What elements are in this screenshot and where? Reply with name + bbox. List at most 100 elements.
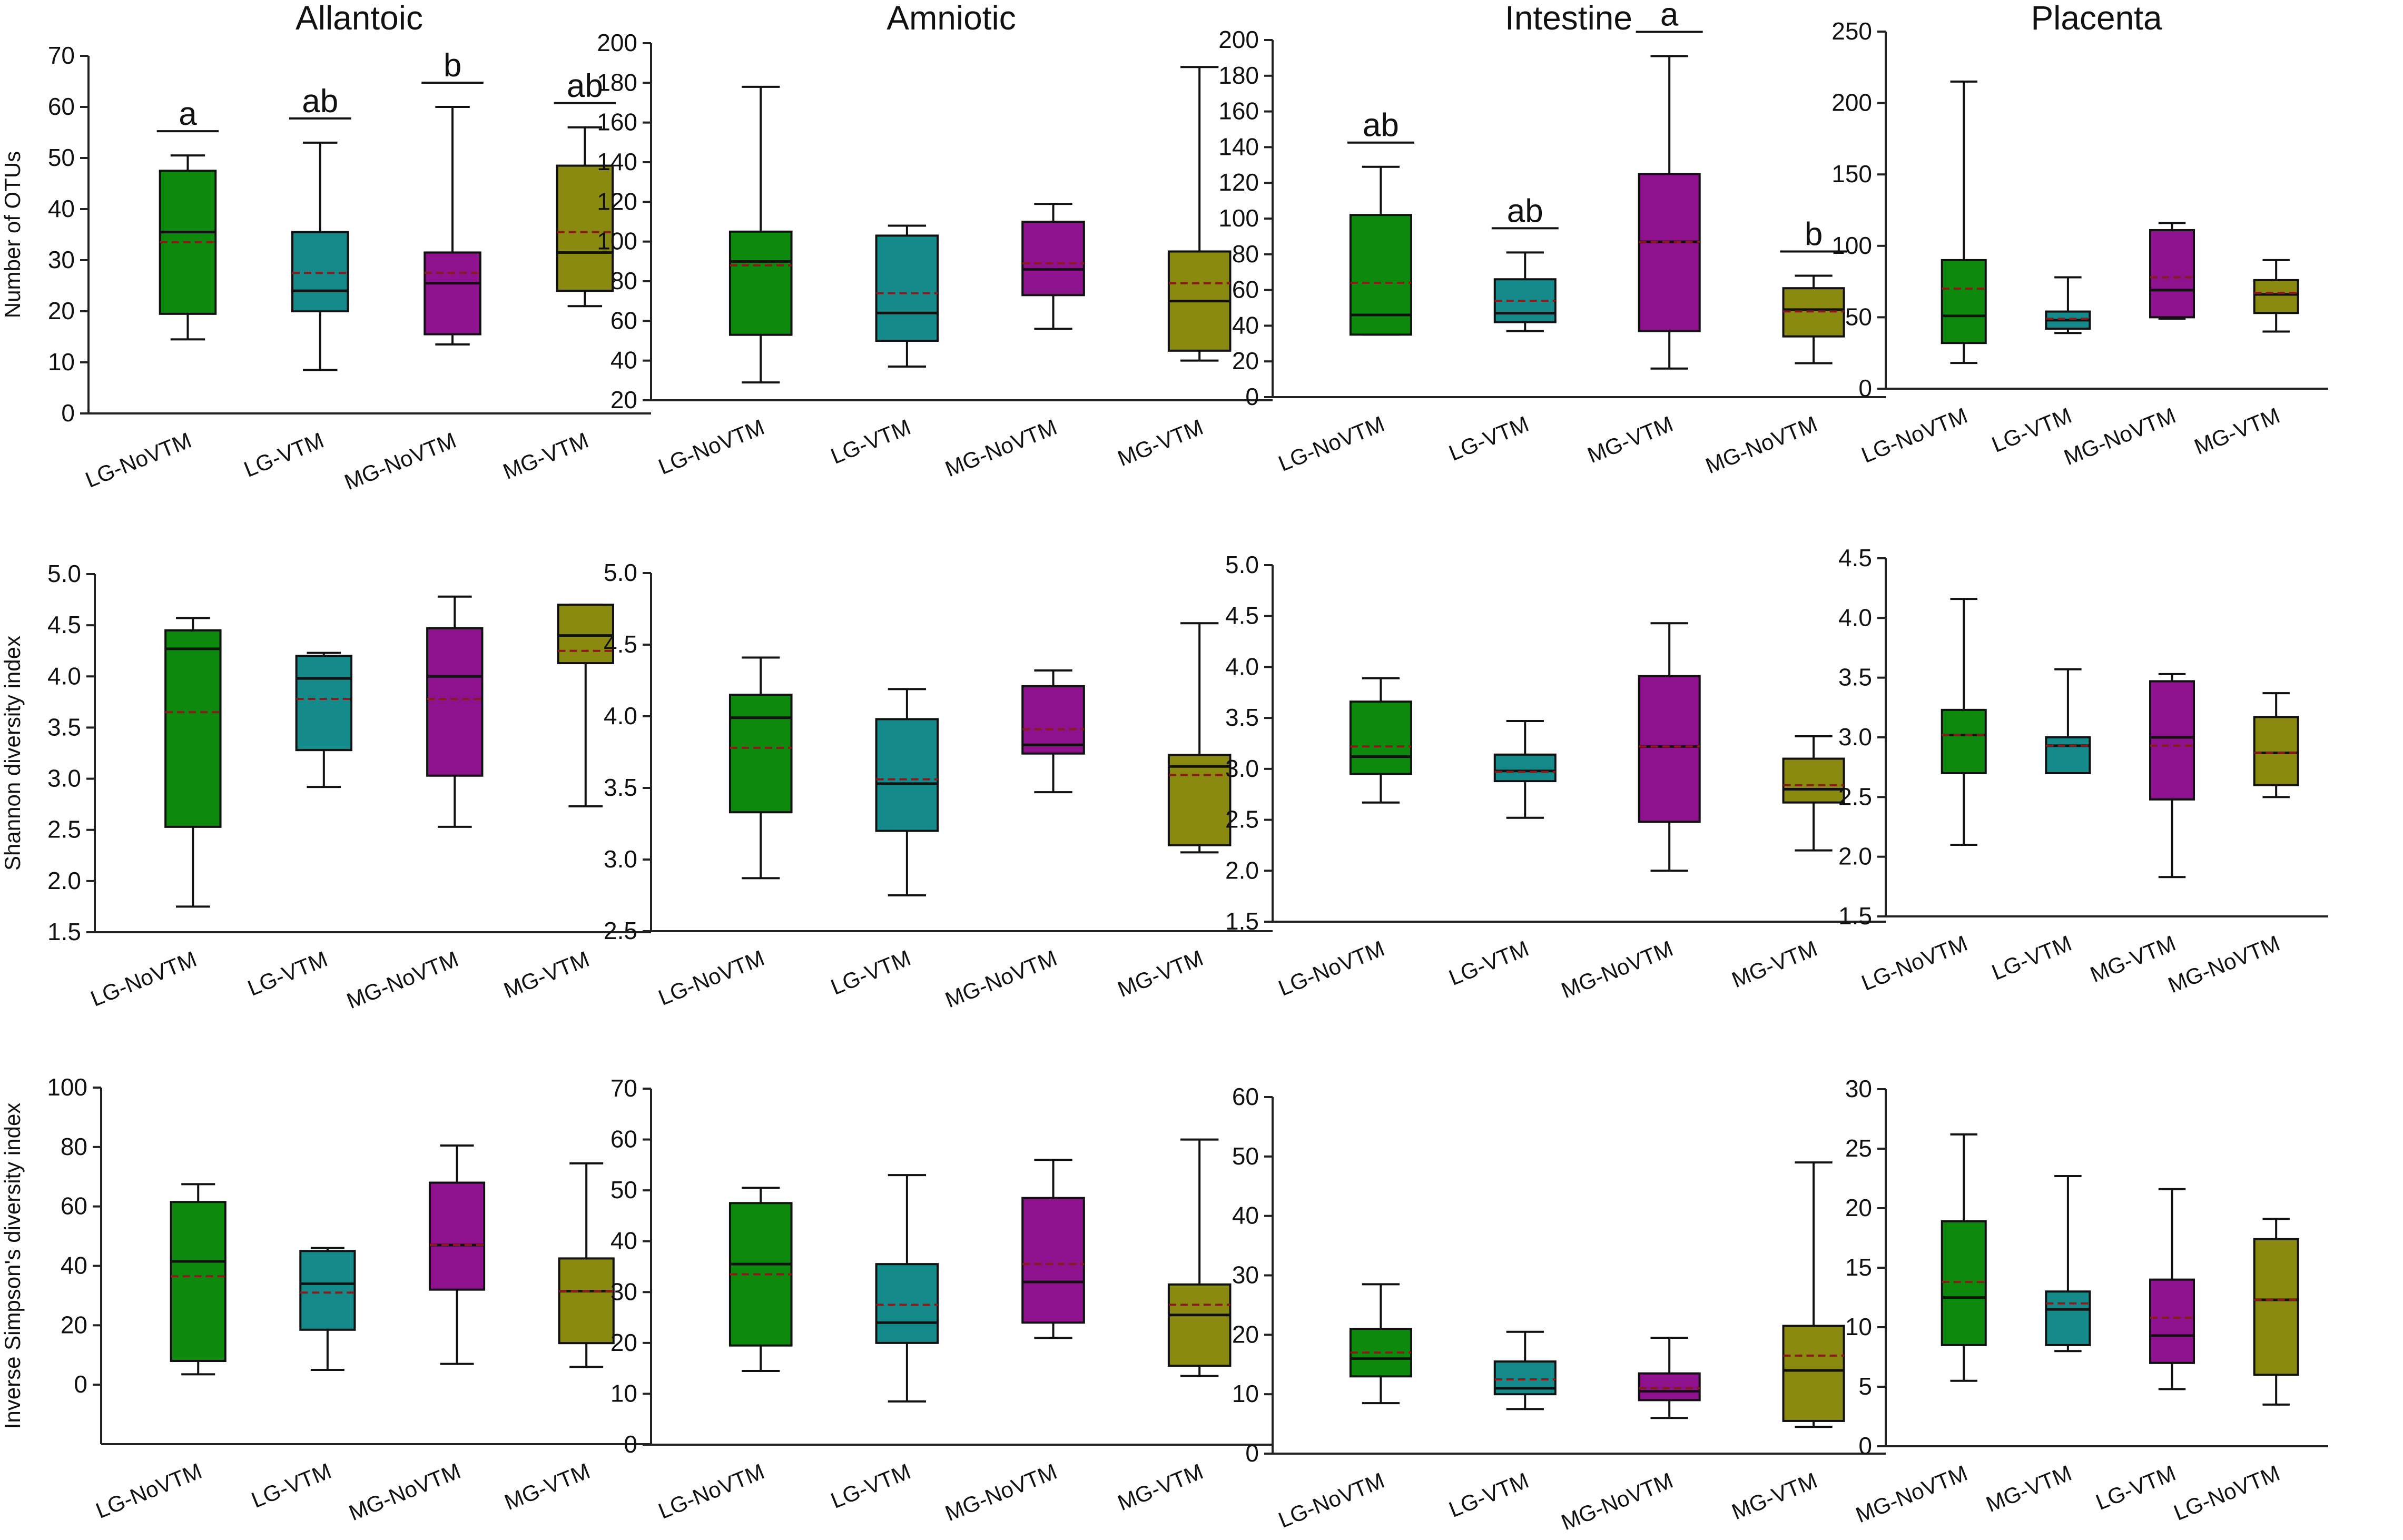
iqr-box — [2149, 229, 2195, 319]
y-tick-label: 20 — [1845, 1194, 1872, 1221]
y-tick-label: 120 — [597, 187, 637, 215]
box-3 — [557, 604, 614, 808]
iqr-box — [1349, 700, 1412, 775]
y-tick-label: 0 — [1858, 374, 1872, 402]
significance-letter: a — [1660, 0, 1679, 33]
box-3 — [1782, 1161, 1845, 1428]
panel-shannon-amniotic: 2.5 3.0 3.5 4.0 4.5 5.0 LG-NoVTM LG-VTM MG-NoVTM… — [604, 559, 1273, 1012]
x-category-label: MG-VTM — [499, 428, 592, 484]
x-category-label: LG-NoVTM — [1275, 936, 1388, 1001]
box-1 — [295, 651, 353, 788]
y-tick-label: 100 — [47, 1073, 87, 1101]
y-tick-label: 5 — [1858, 1373, 1872, 1400]
panel-shannon-allantoic: 1.5 2.0 2.5 3.0 3.5 4.0 4.5 5.0 Shannon diversit… — [0, 560, 651, 1013]
chart-title: Intestine — [1505, 0, 1632, 37]
box-1 — [2045, 668, 2091, 774]
box-3: ab — [554, 68, 616, 308]
significance-letter: ab — [302, 83, 338, 120]
x-category-label: MG-NoVTM — [343, 946, 461, 1013]
x-category-label: LG-NoVTM — [1858, 931, 1971, 995]
y-tick-label: 4.5 — [1838, 544, 1872, 571]
box-2 — [426, 595, 484, 828]
panel-otus-amniotic: 20406080100120140160180200AmnioticLG-NoV… — [597, 0, 1273, 481]
y-tick-label: 40 — [61, 1252, 87, 1279]
box-3 — [2253, 259, 2299, 333]
y-tick-label: 120 — [1218, 169, 1259, 196]
x-category-label: LG-NoVTM — [2170, 1460, 2283, 1525]
x-category-label: MG-VTM — [1114, 945, 1207, 1002]
y-tick-label: 50 — [1232, 1142, 1259, 1170]
y-tick-label: 20 — [610, 386, 637, 413]
box-1 — [299, 1247, 356, 1371]
x-category-label: MG-VTM — [2191, 403, 2283, 459]
iqr-box — [1493, 753, 1557, 783]
y-tick-label: 2.5 — [47, 816, 81, 843]
y-tick-label: 3.0 — [604, 845, 637, 873]
box-0 — [728, 656, 793, 880]
box-3 — [2253, 1218, 2299, 1406]
y-tick-label: 0 — [74, 1370, 87, 1398]
box-2 — [2149, 1188, 2195, 1390]
iqr-box — [1782, 757, 1845, 804]
y-tick-label: 200 — [597, 29, 637, 56]
y-tick-label: 80 — [610, 267, 637, 294]
iqr-box — [875, 234, 939, 342]
iqr-box — [556, 164, 614, 292]
x-category-label: MG-NoVTM — [2061, 403, 2179, 470]
x-category-label: MG-NoVTM — [1558, 1468, 1676, 1535]
x-category-label: LG-VTM — [828, 1459, 914, 1513]
box-0 — [728, 85, 793, 384]
iqr-box — [1941, 1220, 1987, 1346]
y-axis-label: Shannon diversity index — [0, 636, 25, 871]
y-tick-label: 0 — [1858, 1432, 1872, 1459]
iqr-box — [1349, 214, 1412, 336]
iqr-box — [558, 1257, 615, 1345]
y-tick-label: 2.0 — [1225, 856, 1259, 884]
x-category-label: LG-NoVTM — [1858, 403, 1971, 468]
significance-letter: b — [1805, 216, 1823, 252]
box-2 — [1638, 622, 1701, 872]
x-category-label: MG-VTM — [1728, 1468, 1821, 1524]
x-category-label: MG-NoVTM — [2164, 931, 2283, 998]
y-tick-label: 40 — [610, 347, 637, 374]
iqr-box — [170, 1201, 226, 1363]
iqr-box — [1021, 685, 1085, 755]
iqr-box — [1638, 675, 1701, 823]
y-tick-label: 10 — [610, 1379, 637, 1407]
iqr-box — [728, 694, 793, 814]
box-1 — [875, 224, 939, 368]
box-1: ab — [289, 83, 351, 371]
y-tick-label: 25 — [1845, 1134, 1872, 1162]
x-category-label: MG-NoVTM — [1702, 411, 1820, 478]
chart-title: Allantoic — [296, 0, 423, 37]
x-category-label: MG-VTM — [501, 1458, 594, 1515]
box-3 — [2253, 692, 2299, 798]
iqr-box — [2045, 1290, 2091, 1346]
y-tick-label: 60 — [48, 93, 75, 120]
y-tick-label: 70 — [48, 42, 75, 69]
x-category-label: LG-NoVTM — [655, 414, 768, 479]
y-tick-label: 4.5 — [47, 611, 81, 638]
box-3: b — [1780, 216, 1847, 364]
y-tick-label: 4.5 — [1225, 602, 1259, 629]
x-category-label: MG-VTM — [2086, 931, 2179, 987]
box-3 — [1167, 622, 1232, 854]
y-tick-label: 60 — [61, 1192, 87, 1220]
iqr-box — [2149, 1278, 2195, 1364]
significance-letter: ab — [567, 68, 603, 104]
box-0: a — [156, 96, 219, 341]
y-tick-label: 200 — [1831, 89, 1872, 116]
x-category-label: LG-VTM — [828, 414, 914, 469]
box-2: b — [421, 47, 484, 346]
y-tick-label: 4.0 — [1225, 653, 1259, 680]
box-2 — [2149, 222, 2195, 320]
box-1 — [2045, 276, 2091, 334]
panel-otus-allantoic: 0 10 20 30 40 50 60 70 Allantoic Number of OTUs a L… — [0, 0, 651, 495]
iqr-box — [164, 629, 222, 828]
y-tick-label: 70 — [610, 1074, 637, 1102]
iqr-box — [1638, 173, 1701, 332]
y-tick-label: 3.5 — [604, 774, 637, 801]
